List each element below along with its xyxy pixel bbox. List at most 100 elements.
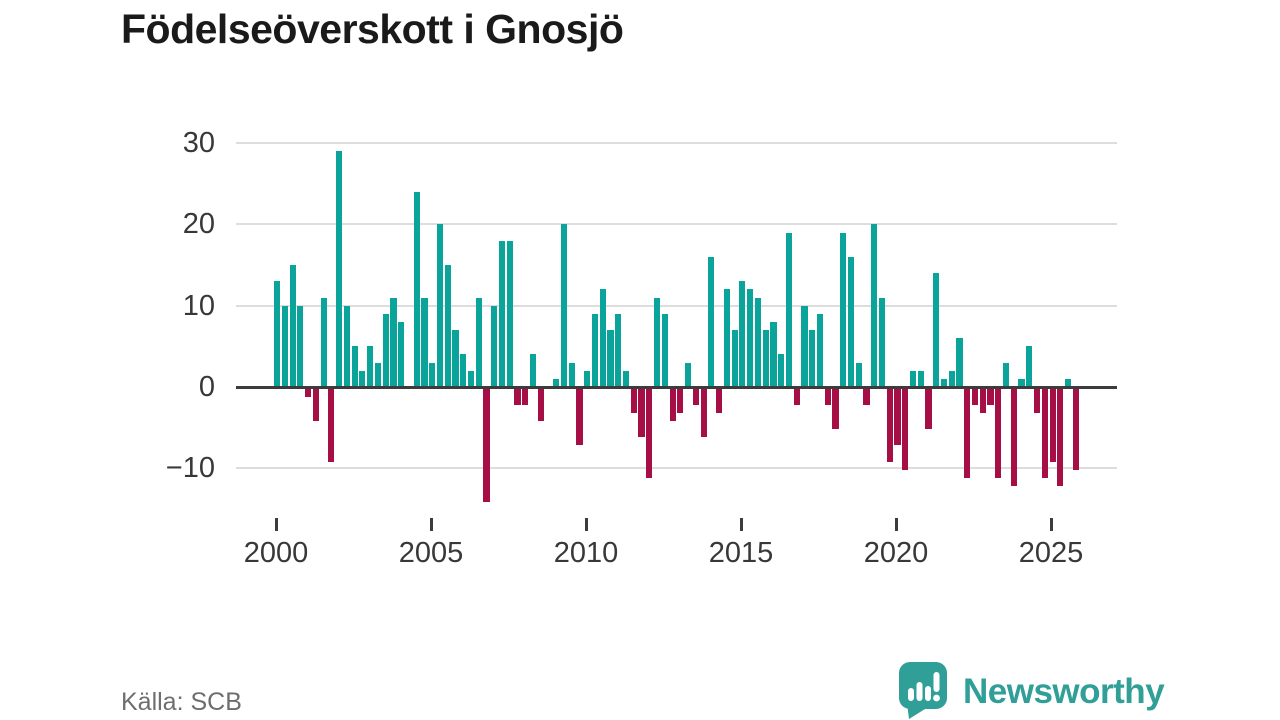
bar-2025-Q1 xyxy=(1049,388,1056,462)
bar-2002-Q1 xyxy=(336,151,343,387)
bar-2009-Q1 xyxy=(553,378,560,387)
x-axis-tick-2000 xyxy=(274,518,278,531)
y-axis-label: −10 xyxy=(165,452,215,485)
bar-2010-Q1 xyxy=(584,370,591,387)
bar-2014-Q3 xyxy=(723,289,730,387)
bar-2021-Q1 xyxy=(925,388,932,430)
bar-2017-Q4 xyxy=(824,388,831,405)
bar-2019-Q4 xyxy=(886,388,893,462)
bar-2007-Q4 xyxy=(514,388,521,405)
bar-2003-Q1 xyxy=(367,346,374,387)
gridline-30 xyxy=(236,142,1117,145)
bar-2000-Q3 xyxy=(289,265,296,387)
bar-2007-Q1 xyxy=(491,305,498,387)
bar-2009-Q4 xyxy=(576,388,583,446)
bar-2020-Q2 xyxy=(902,388,909,470)
bar-2012-Q2 xyxy=(653,297,661,387)
bar-2000-Q4 xyxy=(297,305,304,387)
x-axis-tick-2015 xyxy=(739,518,743,531)
gridline-20 xyxy=(236,223,1117,226)
bar-2000-Q2 xyxy=(281,305,288,387)
bar-2006-Q3 xyxy=(475,297,482,387)
x-axis-label: 2010 xyxy=(553,537,619,569)
bar-2023-Q1 xyxy=(987,388,994,405)
bar-2011-Q3 xyxy=(630,388,637,413)
x-axis-tick-2020 xyxy=(894,518,898,531)
bar-2022-Q3 xyxy=(971,388,979,405)
bar-2009-Q2 xyxy=(560,224,568,387)
bar-2011-Q2 xyxy=(622,370,630,387)
bar-2006-Q1 xyxy=(460,354,467,387)
bar-2000-Q1 xyxy=(274,281,281,387)
bar-2011-Q1 xyxy=(615,313,622,387)
bar-2020-Q4 xyxy=(917,370,924,387)
bar-2022-Q1 xyxy=(956,338,963,387)
gridline-10 xyxy=(236,304,1117,307)
bar-2001-Q3 xyxy=(320,297,327,387)
bar-2001-Q2 xyxy=(312,388,319,422)
bar-2009-Q3 xyxy=(568,362,575,387)
bar-2017-Q2 xyxy=(809,330,816,387)
bar-2020-Q3 xyxy=(909,370,917,387)
bar-2017-Q1 xyxy=(801,305,808,387)
bar-2021-Q4 xyxy=(948,370,955,387)
x-axis-tick-2025 xyxy=(1049,518,1053,531)
bar-2018-Q3 xyxy=(847,256,855,387)
bar-2019-Q3 xyxy=(878,297,886,387)
bar-2015-Q1 xyxy=(739,281,746,387)
bar-2016-Q3 xyxy=(785,232,793,387)
bar-2023-Q2 xyxy=(995,388,1002,478)
bar-2022-Q4 xyxy=(979,388,986,413)
bar-2025-Q4 xyxy=(1072,388,1079,470)
zero-axis-line xyxy=(236,385,1117,389)
bar-2006-Q4 xyxy=(483,388,490,503)
bar-2020-Q1 xyxy=(894,388,901,446)
bar-2017-Q3 xyxy=(816,313,824,387)
x-axis-label: 2025 xyxy=(1018,537,1084,569)
bar-2001-Q4 xyxy=(328,388,335,462)
bar-2007-Q3 xyxy=(506,240,513,387)
bar-2025-Q2 xyxy=(1057,388,1064,487)
bar-2014-Q1 xyxy=(708,256,715,387)
bar-2015-Q3 xyxy=(754,297,761,387)
logo-wordmark: Newsworthy xyxy=(963,672,1165,711)
bar-2005-Q1 xyxy=(429,362,436,387)
bar-2015-Q2 xyxy=(747,289,754,387)
bar-2004-Q1 xyxy=(398,321,405,387)
bar-2022-Q2 xyxy=(964,388,971,478)
bar-2013-Q4 xyxy=(700,388,707,438)
bar-2023-Q4 xyxy=(1010,388,1017,487)
bar-2018-Q2 xyxy=(840,232,847,387)
bar-2016-Q4 xyxy=(793,388,800,405)
bar-2012-Q3 xyxy=(661,313,668,387)
x-axis-label: 2015 xyxy=(708,537,774,569)
y-axis-label: 0 xyxy=(198,371,215,403)
newsworthy-logo: Newsworthy xyxy=(897,661,1165,720)
bar-2010-Q3 xyxy=(599,289,606,387)
bar-2015-Q4 xyxy=(762,330,769,387)
bar-2004-Q4 xyxy=(421,297,428,387)
chart-title: Födelseöverskott i Gnosjö xyxy=(121,6,624,52)
bar-2007-Q2 xyxy=(498,240,506,387)
bar-2019-Q2 xyxy=(871,224,878,387)
source-note: Källa: SCB xyxy=(121,688,242,716)
bar-2013-Q3 xyxy=(692,388,699,405)
x-axis-tick-2010 xyxy=(584,518,588,531)
bar-2010-Q2 xyxy=(591,313,599,387)
x-axis-label: 2000 xyxy=(243,537,309,569)
bar-2018-Q4 xyxy=(855,362,862,387)
newsworthy-speech-bubble-chart-icon xyxy=(897,661,951,720)
gridline--10 xyxy=(236,467,1117,470)
bar-2012-Q1 xyxy=(646,388,653,478)
bar-2013-Q2 xyxy=(685,362,692,387)
x-axis-label: 2005 xyxy=(398,537,464,569)
y-axis-label: 20 xyxy=(182,208,215,241)
y-axis-label: 30 xyxy=(182,127,215,160)
bar-2024-Q4 xyxy=(1041,388,1048,478)
bar-2018-Q1 xyxy=(832,388,839,430)
bar-2016-Q1 xyxy=(770,321,777,387)
x-axis-label: 2020 xyxy=(863,537,929,569)
bar-2002-Q2 xyxy=(343,305,350,387)
